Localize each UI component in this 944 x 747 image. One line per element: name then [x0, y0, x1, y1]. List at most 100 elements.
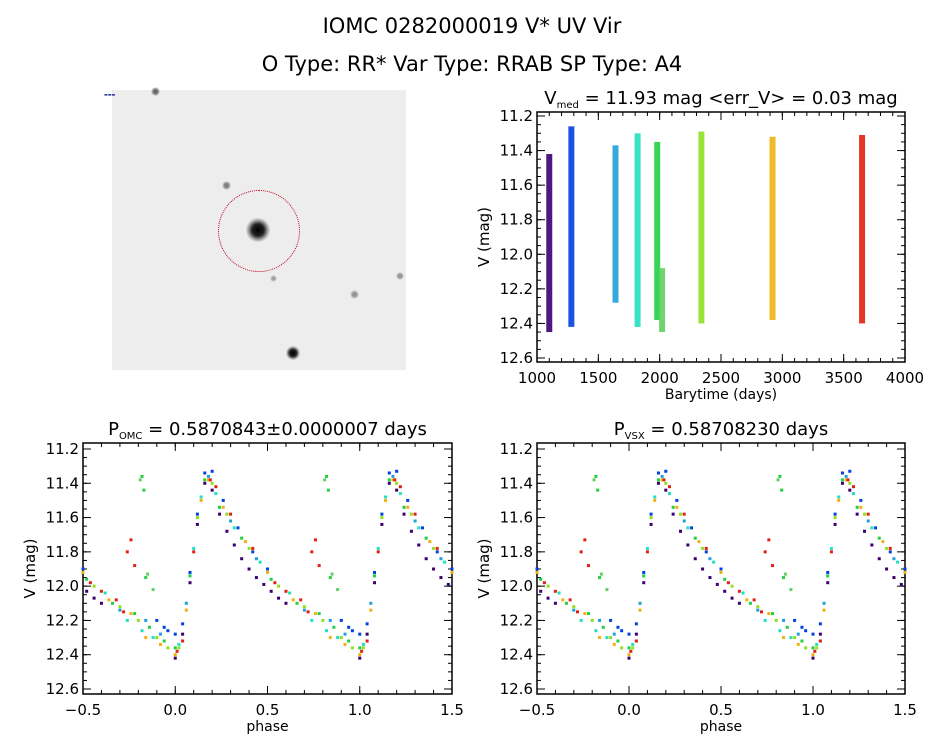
phase-point: [629, 649, 633, 653]
phase-point: [748, 601, 752, 605]
phase-point: [776, 478, 780, 482]
phase-point: [158, 642, 162, 646]
phase-point: [254, 557, 258, 561]
phase-point: [844, 474, 848, 478]
phase-point: [767, 612, 771, 616]
x-axis-label: phase: [246, 719, 288, 735]
y-tick-label: 11.4: [500, 474, 533, 492]
phase-point: [151, 588, 155, 592]
x-tick-label: 3000: [763, 369, 801, 387]
phase-point: [638, 601, 642, 605]
phase-point: [662, 478, 666, 482]
x-tick-label: 2500: [702, 369, 740, 387]
phase-point: [336, 636, 340, 640]
phase-point: [829, 546, 833, 550]
epoch-points: [698, 131, 705, 324]
y-tick-label: 12.2: [46, 611, 79, 629]
epoch-points: [659, 268, 666, 333]
phase-point: [195, 522, 199, 526]
phase-point: [192, 550, 196, 554]
phase-point: [822, 608, 826, 612]
phase-point: [627, 653, 631, 657]
phase-point: [833, 512, 837, 516]
phase-point: [590, 618, 594, 622]
field-star: [350, 290, 359, 299]
phase-point: [302, 608, 306, 612]
phase-point: [899, 582, 903, 586]
phase-point: [653, 495, 657, 499]
phase-point: [771, 564, 775, 568]
phase-point: [612, 632, 616, 636]
phase-point: [870, 543, 874, 547]
target-aperture-circle: [218, 190, 300, 272]
phase-point: [85, 589, 89, 593]
phase-point: [844, 478, 848, 482]
phase-point: [811, 632, 815, 636]
phase-point: [631, 642, 635, 646]
phase-point: [557, 591, 561, 595]
phase-point: [369, 601, 373, 605]
phase-point: [723, 577, 727, 581]
phase-point: [402, 512, 406, 516]
y-tick-label: 11.6: [46, 509, 79, 527]
phase-point: [693, 557, 697, 561]
phase-point: [262, 582, 266, 586]
phase-point: [609, 636, 613, 640]
x-tick-label: 1.5: [893, 701, 917, 719]
x-tick-label: 1.0: [348, 701, 372, 719]
phase-point: [782, 636, 786, 640]
phase-point: [693, 536, 697, 540]
phase-point: [575, 610, 579, 614]
phase-point: [682, 512, 686, 516]
phase-point: [376, 550, 380, 554]
phase-point: [664, 481, 668, 485]
phase-point: [387, 481, 391, 485]
phase-point: [715, 582, 719, 586]
phase-point: [767, 538, 771, 542]
phase-point: [634, 639, 638, 643]
phase-point: [173, 656, 177, 660]
phase-point: [310, 618, 314, 622]
phase-point: [598, 636, 602, 640]
phase-point: [151, 636, 155, 640]
phase-point: [579, 550, 583, 554]
phase-point: [682, 519, 686, 523]
phase-point: [822, 601, 826, 605]
phase-point: [813, 649, 817, 653]
epoch-points: [654, 141, 661, 320]
phase-point: [671, 505, 675, 509]
phase-point: [323, 478, 327, 482]
phase-point: [133, 612, 137, 616]
phase-point: [863, 512, 867, 516]
phase-point: [111, 601, 115, 605]
phase-point: [638, 608, 642, 612]
y-axis-label: V (mag): [21, 538, 39, 598]
phase-point: [719, 567, 723, 571]
phase-point: [712, 560, 716, 564]
phase-point: [553, 589, 557, 593]
phase-point: [840, 478, 844, 482]
phase-point: [840, 481, 844, 485]
y-tick-label: 12.6: [500, 680, 533, 698]
phase-point: [826, 570, 830, 574]
phase-point: [780, 488, 784, 492]
phase-point: [535, 570, 539, 574]
phase-point: [679, 529, 683, 533]
phase-point: [745, 598, 749, 602]
phase-point: [247, 567, 251, 571]
x-tick-label: −0.5: [65, 701, 101, 719]
phase-point: [343, 642, 347, 646]
phase-point: [173, 632, 177, 636]
phase-point: [785, 625, 789, 629]
phase-point: [393, 478, 397, 482]
phase-point: [347, 639, 351, 643]
phase-point: [258, 560, 262, 564]
phase-point: [564, 601, 568, 605]
phase-point: [605, 636, 609, 640]
phase-point: [818, 639, 822, 643]
phase-point: [328, 618, 332, 622]
phase-point: [848, 469, 852, 473]
phase-point: [726, 581, 730, 585]
phase-point: [592, 478, 596, 482]
phase-point: [236, 526, 240, 530]
